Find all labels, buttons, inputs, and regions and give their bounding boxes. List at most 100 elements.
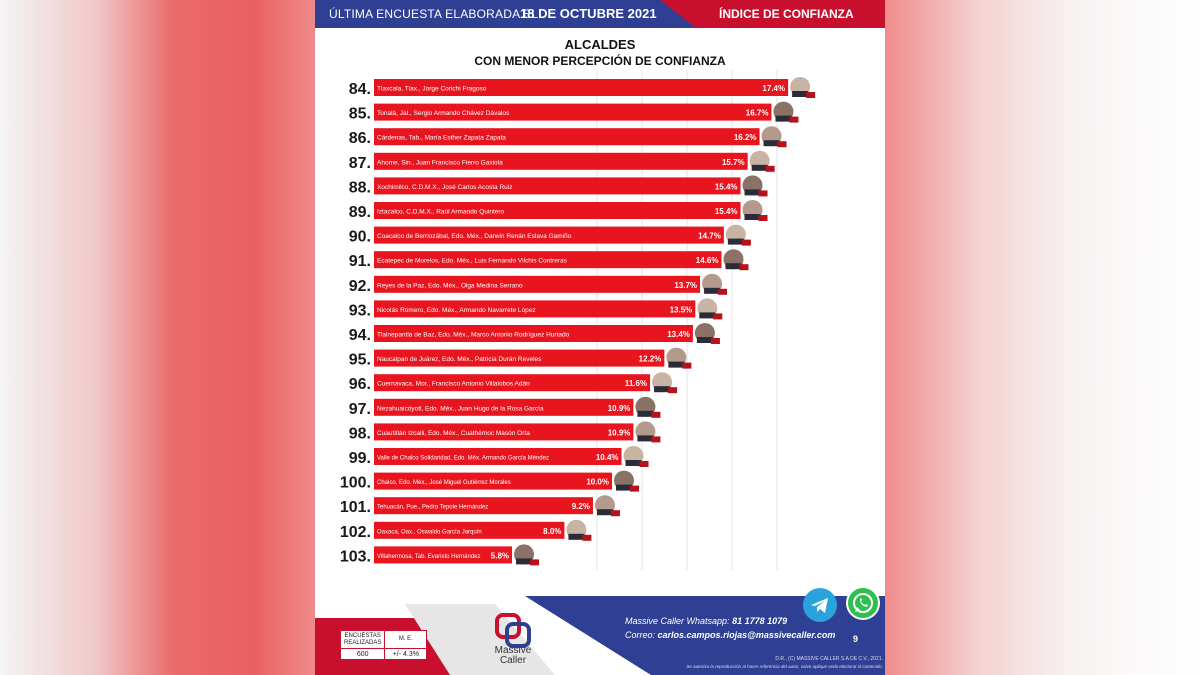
- logo-wordmark: Massive Caller: [485, 646, 541, 666]
- rank-label: 97.: [349, 401, 371, 418]
- bar: [374, 448, 622, 465]
- value-label: 10.4%: [596, 453, 619, 462]
- bar-row: 93. Nicolás Romero, Edo. Méx., Armando Na…: [349, 298, 723, 320]
- party-logo-icon: [630, 485, 639, 492]
- party-logo-icon: [639, 461, 649, 467]
- rank-label: 86.: [349, 130, 371, 147]
- rank-label: 95.: [349, 352, 371, 369]
- bar: [374, 226, 724, 244]
- avatar-shoulders: [704, 287, 721, 294]
- avatar-shoulders: [763, 140, 780, 147]
- value-label: 14.6%: [696, 256, 719, 265]
- party-logo-icon: [758, 190, 768, 197]
- category-label: Nicolás Romero, Edo. Méx., Armando Navar…: [377, 307, 536, 314]
- rank-label: 91.: [349, 253, 371, 270]
- category-label: Cuautitlán Izcalli, Edo. Méx., Cuathémoc…: [377, 430, 530, 437]
- category-label: Naucalpan de Juárez, Edo. Méx., Patricia…: [377, 356, 542, 363]
- party-logo-icon: [651, 411, 661, 418]
- category-label: Chalco, Edo. Méx., José Miguel Gutiérrez…: [377, 480, 511, 486]
- avatar-shoulders: [654, 386, 671, 393]
- bar: [374, 275, 701, 293]
- party-logo-icon: [582, 534, 592, 541]
- category-label: Tonalá, Jal., Sergio Armando Chávez Dáva…: [377, 110, 510, 117]
- value-label: 13.5%: [670, 305, 693, 314]
- category-label: Reyes de la Paz, Edo. Méx., Olga Medina …: [377, 282, 523, 289]
- value-label: 9.2%: [572, 502, 590, 511]
- copyright-text: D.R., (C) MASSIVE CALLER S.A DE C.V., 20…: [775, 656, 883, 662]
- margin-error-header: M. E.: [384, 630, 428, 649]
- category-label: Tlaxcala, Tlax., Jorge Corichi Fragoso: [377, 86, 487, 93]
- rank-label: 102.: [340, 524, 371, 541]
- rank-label: 89.: [349, 204, 371, 221]
- bar: [374, 152, 748, 170]
- bar-row: 88. Xochimilco, C.D.M.X., José Carlos Aco…: [349, 175, 768, 197]
- value-label: 11.6%: [625, 379, 647, 388]
- bar-row: 89. Iztacalco, C.D.M.X., Raúl Armando Qui…: [349, 200, 768, 221]
- category-label: Ecatepec de Morelos, Edo. Méx., Luis Fer…: [377, 258, 568, 265]
- rank-label: 85.: [349, 106, 371, 123]
- avatar-shoulders: [616, 484, 632, 491]
- bar: [374, 177, 741, 195]
- rank-label: 87.: [349, 155, 371, 172]
- value-label: 15.7%: [722, 158, 745, 167]
- party-logo-icon: [806, 92, 816, 98]
- survey-poster: ÚLTIMA ENCUESTA ELABORADA EL 18 DE OCTUB…: [315, 0, 885, 675]
- rank-label: 88.: [349, 179, 371, 196]
- avatar-shoulders: [596, 509, 613, 516]
- category-label: Xochimilco, C.D.M.X., José Carlos Acosta…: [377, 184, 512, 191]
- value-label: 15.4%: [715, 182, 738, 191]
- bar-row: 101. Tehuacán, Pue., Pedro Tepole Hernánd…: [340, 495, 620, 517]
- bar: [374, 300, 696, 318]
- page-number: 9: [853, 634, 859, 644]
- email-label: Correo:: [625, 630, 656, 640]
- whatsapp-icon[interactable]: [846, 586, 880, 620]
- category-label: Coacalco de Berriozábal, Edo. Méx., Darw…: [377, 233, 572, 240]
- bar-row: 98. Cuautitlán Izcalli, Edo. Méx., Cuathé…: [349, 421, 661, 443]
- bar: [374, 374, 651, 392]
- rank-label: 92.: [349, 278, 371, 295]
- rank-label: 93.: [349, 302, 371, 319]
- party-logo-icon: [668, 387, 678, 394]
- bar: [374, 202, 741, 219]
- email-contact: Correo: carlos.campos.riojas@massivecall…: [625, 630, 835, 640]
- margin-error-value: +/- 4.3%: [384, 648, 428, 660]
- bar-row: 102. Oaxaca, Oax., Oswaldo García Jarquín…: [340, 519, 592, 541]
- value-label: 16.7%: [746, 109, 769, 118]
- party-logo-icon: [651, 436, 661, 443]
- value-label: 13.4%: [667, 330, 690, 339]
- party-logo-icon: [682, 362, 692, 369]
- avatar-shoulders: [699, 312, 716, 319]
- party-logo-icon: [610, 510, 620, 517]
- bar-row: 100. Chalco, Edo. Méx., José Miguel Gutié…: [340, 470, 639, 492]
- avatar-shoulders: [751, 164, 768, 171]
- party-logo-icon: [741, 239, 751, 246]
- rank-label: 103.: [340, 548, 371, 565]
- telegram-icon[interactable]: [803, 588, 837, 622]
- category-label: Ahome, Sin., Juan Francisco Fierro Gaxio…: [377, 159, 503, 166]
- value-label: 8.0%: [543, 527, 561, 536]
- bar: [374, 521, 565, 539]
- avatar-shoulders: [792, 91, 809, 97]
- bar: [374, 423, 634, 441]
- bar-row: 90. Coacalco de Berriozábal, Edo. Méx., D…: [349, 224, 751, 246]
- header-index-label: ÍNDICE DE CONFIANZA: [719, 7, 854, 21]
- bar-row: 103. Villahermosa, Tab. Evaristo Hernánde…: [340, 544, 540, 566]
- avatar-shoulders: [637, 410, 654, 417]
- sample-size-header: ENCUESTAS REALIZADAS: [339, 630, 386, 649]
- email-address[interactable]: carlos.campos.riojas@massivecaller.com: [657, 630, 836, 640]
- whatsapp-number[interactable]: 81 1778 1079: [732, 616, 788, 626]
- party-logo-icon: [777, 141, 787, 148]
- category-label: Villahermosa, Tab. Evaristo Hernández: [377, 554, 481, 560]
- bar: [374, 128, 760, 146]
- rank-label: 98.: [349, 425, 371, 442]
- bar: [374, 472, 612, 490]
- whatsapp-contact: Massive Caller Whatsapp: 81 1778 1079: [625, 616, 787, 626]
- party-logo-icon: [739, 264, 749, 271]
- sample-size-value: 600: [339, 648, 386, 660]
- header-survey-label: ÚLTIMA ENCUESTA ELABORADA EL: [329, 7, 539, 21]
- avatar-shoulders: [727, 238, 744, 245]
- avatar-shoulders: [744, 214, 761, 220]
- category-label: Oaxaca, Oax., Oswaldo García Jarquín: [377, 529, 482, 535]
- avatar-shoulders: [744, 189, 761, 196]
- avatar-shoulders: [637, 435, 654, 442]
